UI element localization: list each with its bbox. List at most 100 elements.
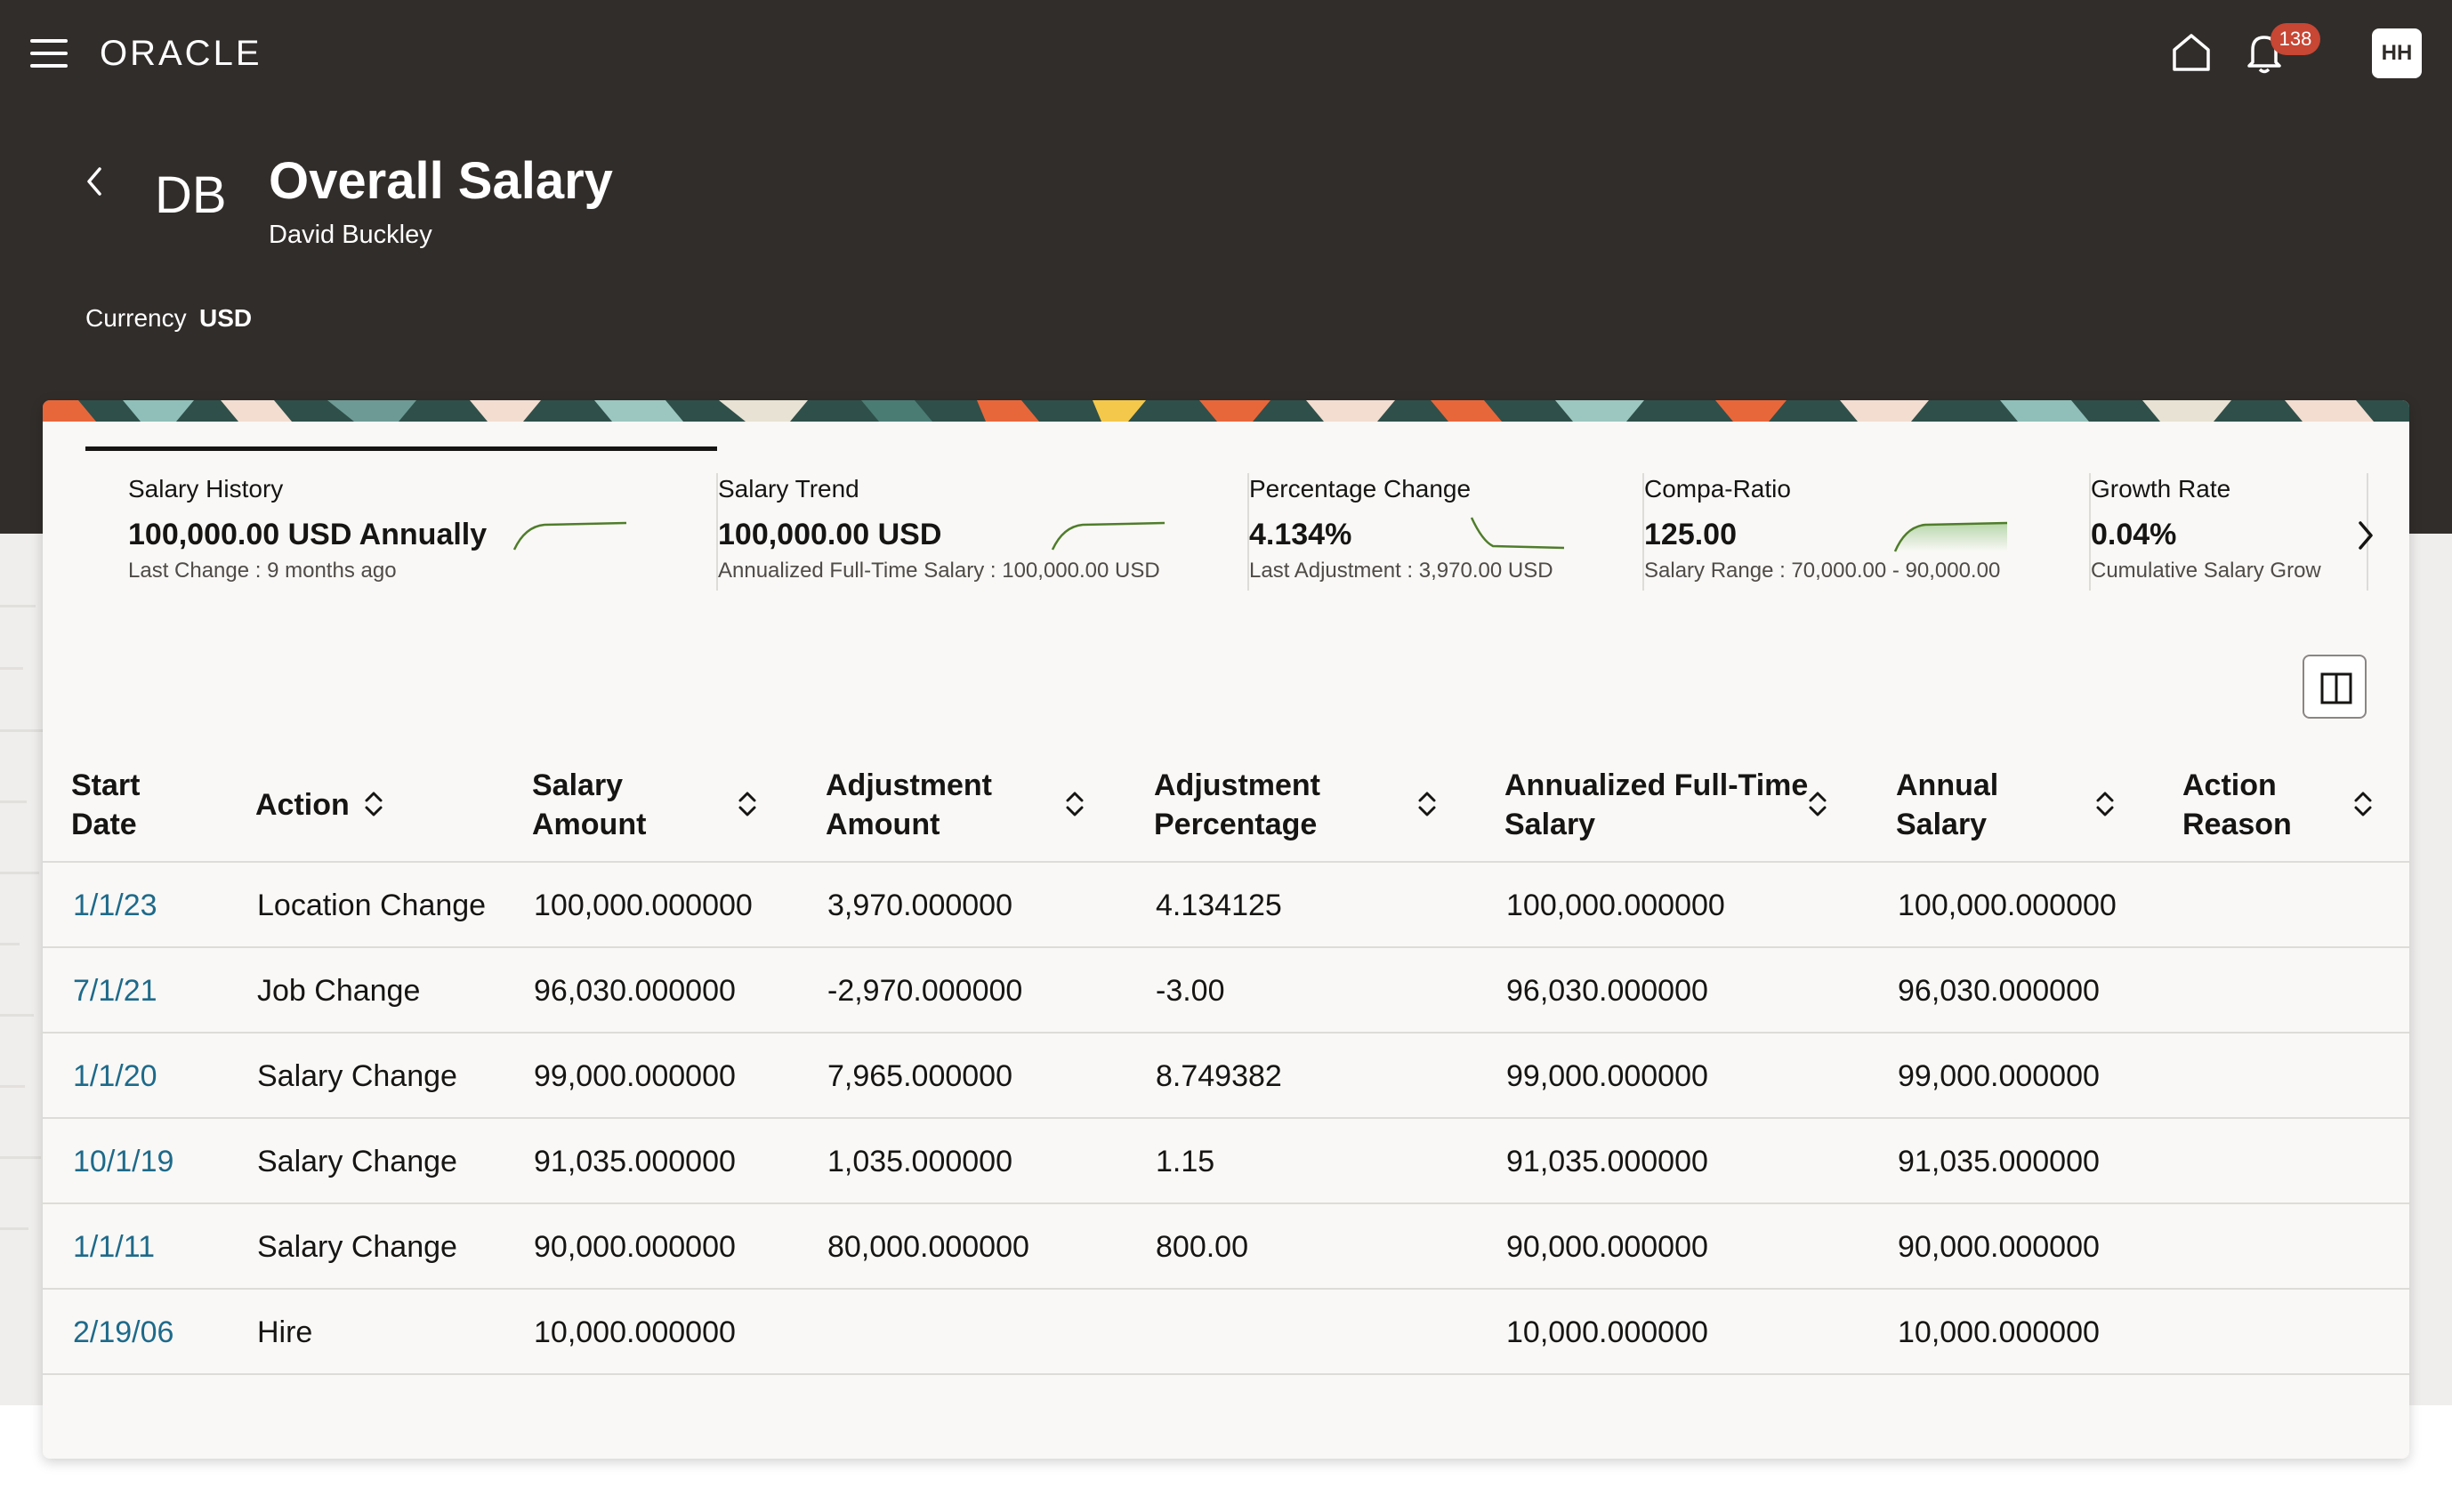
cell-adjustment-percentage: 4.134125 bbox=[1156, 889, 1282, 922]
cell-action: Salary Change bbox=[257, 1059, 457, 1093]
salary-card: Salary History 100,000.00 USD Annually L… bbox=[43, 400, 2409, 1459]
manage-columns-button[interactable] bbox=[2303, 655, 2367, 719]
cell-annual-salary: 96,030.000000 bbox=[1898, 974, 2100, 1008]
cell-annualized-full-time-salary: 100,000.000000 bbox=[1506, 889, 1725, 922]
column-header-text: Action bbox=[255, 788, 350, 822]
column-header-text: Start bbox=[71, 768, 141, 802]
start-date-link[interactable]: 1/1/11 bbox=[73, 1230, 156, 1264]
person-initials: DB bbox=[155, 166, 227, 224]
column-header-action[interactable]: Action bbox=[255, 747, 350, 863]
sort-icon[interactable] bbox=[1807, 788, 1828, 820]
metric-divider bbox=[2089, 473, 2091, 591]
menu-icon[interactable] bbox=[30, 39, 68, 68]
cell-adjustment-amount: 1,035.000000 bbox=[827, 1145, 1012, 1178]
metric-subtext: Cumulative Salary Grow bbox=[2091, 559, 2321, 583]
cell-action: Hire bbox=[257, 1315, 313, 1349]
cell-annual-salary: 90,000.000000 bbox=[1898, 1230, 2100, 1264]
start-date-link[interactable]: 7/1/21 bbox=[73, 974, 157, 1008]
metric-title: Growth Rate bbox=[2091, 475, 2231, 503]
next-chevron-icon[interactable] bbox=[2352, 518, 2379, 553]
cell-annualized-full-time-salary: 10,000.000000 bbox=[1506, 1315, 1708, 1349]
start-date-link[interactable]: 1/1/23 bbox=[73, 889, 157, 922]
oracle-logo[interactable]: ORACLE bbox=[100, 34, 262, 73]
cell-salary-amount: 90,000.000000 bbox=[534, 1230, 736, 1264]
cell-salary-amount: 99,000.000000 bbox=[534, 1059, 736, 1093]
cell-adjustment-amount: 80,000.000000 bbox=[827, 1230, 1029, 1264]
cell-annual-salary: 10,000.000000 bbox=[1898, 1315, 2100, 1349]
metric-title: Compa-Ratio bbox=[1644, 475, 1791, 503]
cell-annualized-full-time-salary: 90,000.000000 bbox=[1506, 1230, 1708, 1264]
metric-divider bbox=[716, 473, 718, 591]
cell-salary-amount: 100,000.000000 bbox=[534, 889, 753, 922]
table-row[interactable]: 2/19/06 Hire 10,000.000000 10,000.000000 10,… bbox=[43, 1290, 2409, 1375]
column-header-text: Adjustment bbox=[826, 768, 992, 802]
cell-salary-amount: 10,000.000000 bbox=[534, 1315, 736, 1349]
metric-salary-history[interactable]: Salary History 100,000.00 USD Annually L… bbox=[85, 446, 717, 598]
cell-annual-salary: 91,035.000000 bbox=[1898, 1145, 2100, 1178]
cell-adjustment-percentage: 1.15 bbox=[1156, 1145, 1215, 1178]
cell-adjustment-amount: 3,970.000000 bbox=[827, 889, 1012, 922]
table-body: 1/1/23 Location Change 100,000.000000 3,970… bbox=[43, 863, 2409, 1375]
sparkline-compa-ratio bbox=[1893, 521, 2008, 552]
metric-value: 4.134% bbox=[1249, 518, 1352, 551]
cell-adjustment-percentage: 800.00 bbox=[1156, 1230, 1248, 1264]
metric-growth-rate[interactable]: Growth Rate 0.04% Cumulative Salary Grow bbox=[2091, 446, 2336, 598]
column-header-salary-amount[interactable]: Salary Amount bbox=[532, 747, 646, 863]
column-header-text: Salary bbox=[532, 768, 624, 802]
column-header-text: Date bbox=[71, 808, 137, 841]
cell-adjustment-amount: -2,970.000000 bbox=[827, 974, 1023, 1008]
cell-annual-salary: 100,000.000000 bbox=[1898, 889, 2117, 922]
column-header-adjustment-percentage[interactable]: Adjustment Percentage bbox=[1154, 747, 1320, 863]
columns-icon bbox=[2320, 672, 2352, 704]
decorative-banner bbox=[43, 400, 2409, 422]
cell-salary-amount: 96,030.000000 bbox=[534, 974, 736, 1008]
table-row[interactable]: 10/1/19 Salary Change 91,035.000000 1,035.0… bbox=[43, 1119, 2409, 1204]
home-icon[interactable] bbox=[2171, 32, 2212, 73]
column-header-text: Amount bbox=[826, 808, 940, 841]
person-name: David Buckley bbox=[269, 221, 432, 249]
sort-icon[interactable] bbox=[1064, 788, 1085, 820]
start-date-link[interactable]: 10/1/19 bbox=[73, 1145, 174, 1178]
start-date-link[interactable]: 1/1/20 bbox=[73, 1059, 157, 1093]
metric-compa-ratio[interactable]: Compa-Ratio 125.00 Salary Range : 70,000… bbox=[1644, 446, 2089, 598]
cell-action: Job Change bbox=[257, 974, 421, 1008]
top-app-bar: ORACLE 138 HH bbox=[0, 0, 2452, 107]
cell-annualized-full-time-salary: 91,035.000000 bbox=[1506, 1145, 1708, 1178]
table-row[interactable]: 1/1/20 Salary Change 99,000.000000 7,965.00… bbox=[43, 1033, 2409, 1119]
metric-percentage-change[interactable]: Percentage Change 4.134% Last Adjustment… bbox=[1249, 446, 1644, 598]
metric-title: Salary History bbox=[128, 475, 284, 503]
column-header-adjustment-amount[interactable]: Adjustment Amount bbox=[826, 747, 992, 863]
metric-title: Percentage Change bbox=[1249, 475, 1472, 503]
metric-value: 100,000.00 USD Annually bbox=[128, 518, 488, 551]
salary-history-table: Start Date Action Salary Amount Adjustment Amo… bbox=[43, 747, 2409, 1375]
table-row[interactable]: 7/1/21 Job Change 96,030.000000 -2,970.0000… bbox=[43, 948, 2409, 1033]
column-header-start-date[interactable]: Start Date bbox=[71, 747, 140, 863]
sort-icon[interactable] bbox=[363, 788, 384, 820]
back-chevron-icon[interactable] bbox=[82, 164, 107, 199]
sort-icon[interactable] bbox=[2094, 788, 2116, 820]
column-header-action-reason[interactable]: Action Reason bbox=[2182, 747, 2292, 863]
metric-value: 100,000.00 USD bbox=[718, 518, 942, 551]
cell-annualized-full-time-salary: 99,000.000000 bbox=[1506, 1059, 1708, 1093]
user-avatar[interactable]: HH bbox=[2372, 28, 2422, 78]
metric-subtext: Last Change : 9 months ago bbox=[128, 559, 397, 583]
column-header-annual-salary[interactable]: Annual Salary bbox=[1896, 747, 1998, 863]
cell-action: Location Change bbox=[257, 889, 487, 922]
start-date-link[interactable]: 2/19/06 bbox=[73, 1315, 174, 1349]
metric-divider bbox=[1642, 473, 1644, 591]
column-header-text: Amount bbox=[532, 808, 647, 841]
cell-adjustment-percentage: -3.00 bbox=[1156, 974, 1225, 1008]
column-header-text: Action bbox=[2182, 768, 2277, 802]
cell-annualized-full-time-salary: 96,030.000000 bbox=[1506, 974, 1708, 1008]
sort-icon[interactable] bbox=[737, 788, 758, 820]
table-row[interactable]: 1/1/23 Location Change 100,000.000000 3,970… bbox=[43, 863, 2409, 948]
column-header-text: Salary bbox=[1896, 808, 1988, 841]
cell-salary-amount: 91,035.000000 bbox=[534, 1145, 736, 1178]
sort-icon[interactable] bbox=[2352, 788, 2374, 820]
column-header-annualized-full-time-salary[interactable]: Annualized Full-Time Salary bbox=[1504, 747, 1808, 863]
metric-salary-trend[interactable]: Salary Trend 100,000.00 USD Annualized F… bbox=[718, 446, 1248, 598]
sort-icon[interactable] bbox=[1416, 788, 1438, 820]
cell-action: Salary Change bbox=[257, 1145, 457, 1178]
table-row[interactable]: 1/1/11 Salary Change 90,000.000000 80,000.0… bbox=[43, 1204, 2409, 1290]
metric-title: Salary Trend bbox=[718, 475, 859, 503]
